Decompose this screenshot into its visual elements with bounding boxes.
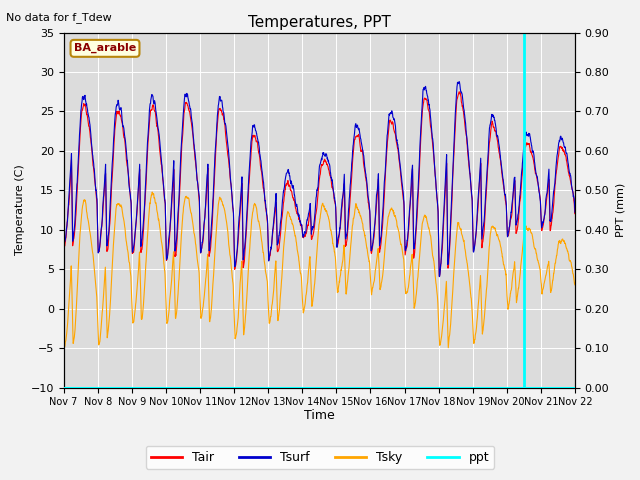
- Tsurf: [60, 239, 67, 245]
- Tsky: [526, 228, 534, 233]
- Tair: [202, 196, 210, 202]
- Tsurf: [436, 274, 444, 279]
- Tair: [455, 89, 463, 95]
- ppt: [334, 385, 342, 391]
- Line: Tair: Tair: [63, 92, 575, 276]
- ppt: [468, 385, 476, 391]
- Tair: [435, 274, 443, 279]
- Tair: [526, 148, 534, 154]
- Tsurf: [571, 209, 579, 215]
- ppt: [202, 385, 210, 391]
- Tsurf: [455, 79, 463, 84]
- ppt: [526, 385, 534, 391]
- Tair: [345, 215, 353, 221]
- Tsky: [345, 264, 353, 270]
- Tsky: [444, 345, 452, 350]
- Tsky: [571, 282, 579, 288]
- Tsurf: [541, 213, 548, 218]
- ppt: [60, 385, 67, 391]
- Title: Temperatures, PPT: Temperatures, PPT: [248, 15, 391, 30]
- Tsky: [203, 268, 211, 274]
- Tsky: [148, 189, 156, 195]
- Legend: Tair, Tsurf, Tsky, ppt: Tair, Tsurf, Tsky, ppt: [146, 446, 494, 469]
- Text: No data for f_Tdew: No data for f_Tdew: [6, 12, 112, 23]
- Tsky: [334, 289, 342, 295]
- Tsurf: [526, 134, 534, 140]
- Tair: [334, 242, 342, 248]
- Y-axis label: PPT (mm): PPT (mm): [615, 183, 625, 237]
- Tsky: [541, 279, 548, 285]
- Line: Tsurf: Tsurf: [63, 82, 575, 276]
- Tsurf: [202, 188, 210, 194]
- ppt: [571, 385, 579, 391]
- Tsky: [60, 344, 67, 350]
- Tair: [541, 213, 548, 218]
- Tsurf: [468, 196, 476, 202]
- Tsurf: [345, 204, 353, 210]
- Tair: [60, 240, 67, 246]
- X-axis label: Time: Time: [304, 409, 335, 422]
- Line: Tsky: Tsky: [63, 192, 575, 348]
- ppt: [345, 385, 353, 391]
- Text: BA_arable: BA_arable: [74, 43, 136, 53]
- Tsky: [468, 304, 476, 310]
- ppt: [540, 385, 548, 391]
- Tair: [571, 211, 579, 216]
- Tair: [468, 194, 476, 200]
- Tsurf: [334, 238, 342, 244]
- Y-axis label: Temperature (C): Temperature (C): [15, 165, 25, 255]
